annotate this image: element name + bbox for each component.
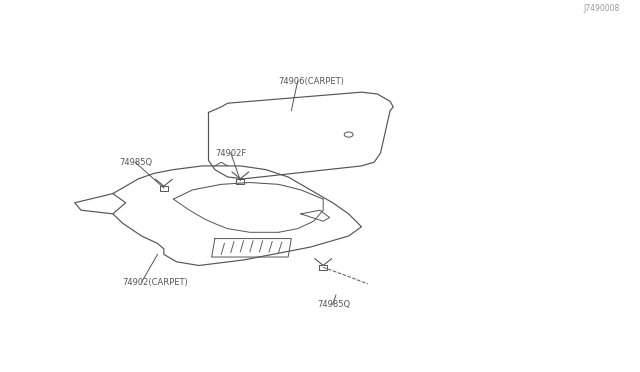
Text: 74985Q: 74985Q [119, 158, 152, 167]
Text: 74985Q: 74985Q [317, 300, 350, 309]
Text: 74902(CARPET): 74902(CARPET) [122, 278, 188, 286]
Text: 74906(CARPET): 74906(CARPET) [278, 77, 344, 86]
Text: 74902F: 74902F [215, 148, 246, 157]
Text: J7490008: J7490008 [583, 4, 620, 13]
